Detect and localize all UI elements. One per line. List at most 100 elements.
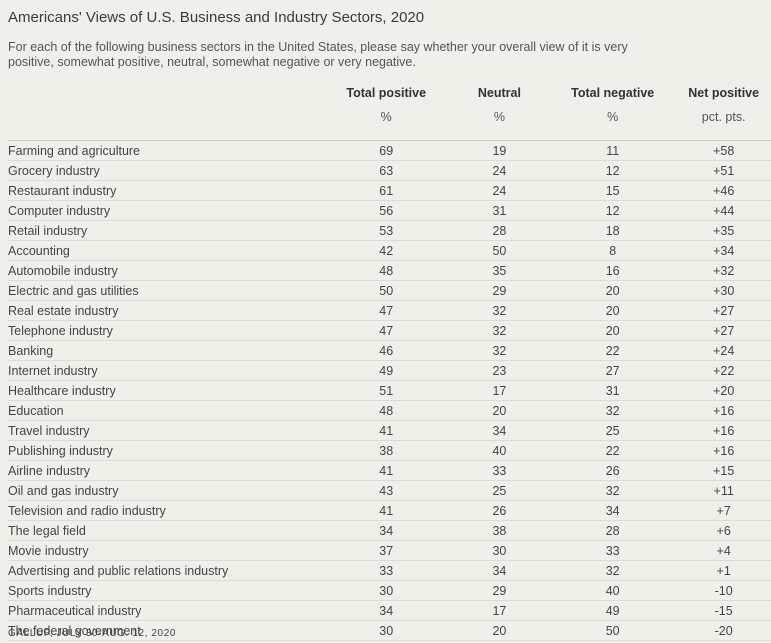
cell-net-positive: -10 [676, 580, 771, 601]
units-cell-empty [8, 105, 323, 141]
cell-net-positive: +7 [676, 500, 771, 521]
chart-subtitle: For each of the following business secto… [8, 40, 628, 69]
cell-total-positive: 43 [322, 480, 450, 501]
cell-total-negative: 22 [549, 340, 677, 361]
cell-total-negative: 15 [549, 180, 677, 201]
row-label: Education [8, 400, 323, 421]
row-label: Publishing industry [8, 440, 323, 461]
row-label: Accounting [8, 240, 323, 261]
table-row: Electric and gas utilities 50 29 20 +30 [8, 280, 771, 301]
table-row: Grocery industry 63 24 12 +51 [8, 160, 771, 181]
unit-neutral: % [449, 105, 550, 141]
cell-total-positive: 69 [322, 140, 450, 161]
cell-net-positive: +1 [676, 560, 771, 581]
table-row: Education 48 20 32 +16 [8, 400, 771, 421]
cell-total-positive: 34 [322, 600, 450, 621]
row-label: Oil and gas industry [8, 480, 323, 501]
row-label: Travel industry [8, 420, 323, 441]
cell-net-positive: +51 [676, 160, 771, 181]
cell-total-positive: 50 [322, 280, 450, 301]
table-row: Travel industry 41 34 25 +16 [8, 420, 771, 441]
cell-net-positive: -20 [676, 620, 771, 641]
row-label: Computer industry [8, 200, 323, 221]
cell-total-negative: 25 [549, 420, 677, 441]
cell-net-positive: +20 [676, 380, 771, 401]
cell-total-negative: 31 [549, 380, 677, 401]
cell-total-negative: 20 [549, 300, 677, 321]
unit-net-positive: pct. pts. [676, 105, 771, 141]
header-row: Total positive Neutral Total negative Ne… [8, 86, 771, 105]
data-table: Total positive Neutral Total negative Ne… [8, 86, 771, 641]
row-label: Farming and agriculture [8, 140, 323, 161]
row-label: Grocery industry [8, 160, 323, 181]
cell-neutral: 24 [449, 180, 550, 201]
cell-neutral: 50 [449, 240, 550, 261]
cell-total-negative: 8 [549, 240, 677, 261]
cell-neutral: 23 [449, 360, 550, 381]
cell-total-negative: 12 [549, 160, 677, 181]
cell-neutral: 32 [449, 340, 550, 361]
table-row: Sports industry 30 29 40 -10 [8, 580, 771, 601]
header-neutral: Neutral [477, 86, 521, 100]
cell-net-positive: +30 [676, 280, 771, 301]
cell-neutral: 32 [449, 320, 550, 341]
table-row: Oil and gas industry 43 25 32 +11 [8, 480, 771, 501]
cell-neutral: 24 [449, 160, 550, 181]
cell-neutral: 34 [449, 560, 550, 581]
cell-net-positive: +34 [676, 240, 771, 261]
cell-total-positive: 63 [322, 160, 450, 181]
cell-neutral: 32 [449, 300, 550, 321]
cell-net-positive: +22 [676, 360, 771, 381]
cell-total-negative: 28 [549, 520, 677, 541]
cell-net-positive: +44 [676, 200, 771, 221]
cell-total-negative: 49 [549, 600, 677, 621]
row-label: The federal government [8, 620, 323, 641]
table-body: Farming and agriculture 69 19 11 +58 Grocery … [8, 140, 771, 641]
cell-total-positive: 42 [322, 240, 450, 261]
cell-total-positive: 41 [322, 460, 450, 481]
cell-total-positive: 56 [322, 200, 450, 221]
header-cell-empty [8, 86, 323, 105]
table-row: Farming and agriculture 69 19 11 +58 [8, 140, 771, 161]
cell-net-positive: +4 [676, 540, 771, 561]
table-row: Airline industry 41 33 26 +15 [8, 460, 771, 481]
cell-neutral: 25 [449, 480, 550, 501]
cell-total-negative: 33 [549, 540, 677, 561]
cell-total-positive: 53 [322, 220, 450, 241]
cell-total-positive: 38 [322, 440, 450, 461]
row-label: Retail industry [8, 220, 323, 241]
row-label: Automobile industry [8, 260, 323, 281]
cell-total-negative: 27 [549, 360, 677, 381]
table-row: Healthcare industry 51 17 31 +20 [8, 380, 771, 401]
unit-total-negative: % [549, 105, 677, 141]
header-total-positive: Total positive [346, 86, 427, 100]
cell-neutral: 31 [449, 200, 550, 221]
cell-net-positive: +11 [676, 480, 771, 501]
cell-net-positive: +24 [676, 340, 771, 361]
cell-net-positive: +16 [676, 440, 771, 461]
row-label: Healthcare industry [8, 380, 323, 401]
table-row: Accounting 42 50 8 +34 [8, 240, 771, 261]
header-total-negative: Total negative [571, 86, 655, 100]
cell-total-negative: 11 [549, 140, 677, 161]
cell-total-negative: 32 [549, 400, 677, 421]
cell-total-negative: 20 [549, 320, 677, 341]
cell-neutral: 29 [449, 580, 550, 601]
cell-total-positive: 51 [322, 380, 450, 401]
row-label: Airline industry [8, 460, 323, 481]
row-label: Telephone industry [8, 320, 323, 341]
table-row: Internet industry 49 23 27 +22 [8, 360, 771, 381]
cell-total-negative: 12 [549, 200, 677, 221]
cell-total-positive: 48 [322, 260, 450, 281]
table-row: The federal government 30 20 50 -20 [8, 620, 771, 641]
cell-neutral: 29 [449, 280, 550, 301]
chart-title: Americans' Views of U.S. Business and In… [8, 9, 425, 26]
cell-neutral: 38 [449, 520, 550, 541]
cell-neutral: 28 [449, 220, 550, 241]
row-label: Sports industry [8, 580, 323, 601]
row-label: Television and radio industry [8, 500, 323, 521]
table-row: Movie industry 37 30 33 +4 [8, 540, 771, 561]
row-label: The legal field [8, 520, 323, 541]
row-label: Electric and gas utilities [8, 280, 323, 301]
cell-total-negative: 40 [549, 580, 677, 601]
